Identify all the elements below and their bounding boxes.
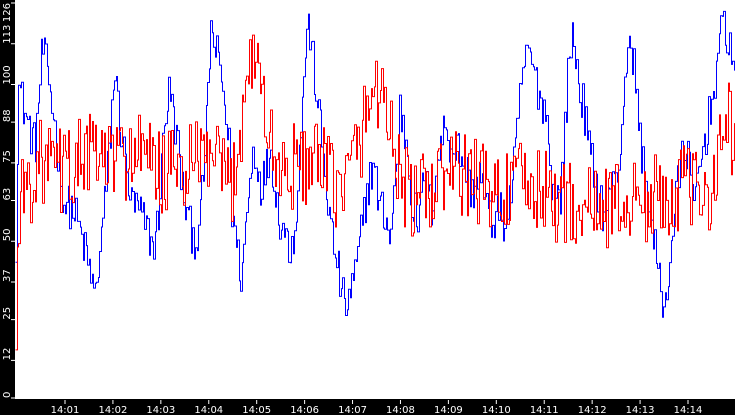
- x-tick-label: 14:05: [242, 405, 271, 415]
- x-tick-label: 14:07: [338, 405, 367, 415]
- x-tick-label: 14:06: [290, 405, 319, 415]
- series-line-red: [15, 34, 735, 351]
- x-tick-label: 14:11: [530, 405, 559, 415]
- x-tick-label: 14:14: [674, 405, 703, 415]
- y-tick-label: 25: [2, 307, 13, 320]
- x-tick-label: 14:02: [99, 405, 128, 415]
- x-tick-label: 14:01: [51, 405, 80, 415]
- x-tick-label: 14:03: [146, 405, 175, 415]
- x-tick-label: 14:04: [194, 405, 223, 415]
- y-tick-label: 100: [2, 65, 13, 84]
- y-tick-label: 37: [2, 269, 13, 282]
- y-tick-label: 113: [2, 25, 13, 44]
- y-tick-label: 50: [2, 229, 13, 242]
- x-tick-label: 14:10: [482, 405, 511, 415]
- y-tick-label: 0: [2, 392, 13, 398]
- y-tick-label: 126: [2, 3, 13, 22]
- y-tick-label: 63: [2, 188, 13, 201]
- y-tick-label: 75: [2, 150, 13, 163]
- y-axis: 0 12 25 37 50 63 75 88 100 113 126: [2, 2, 15, 399]
- x-tick-label: 14:08: [386, 405, 415, 415]
- x-axis: 14:01 14:02 14:03 14:04 14:05 14:06 14:07 14:08…: [51, 400, 703, 415]
- x-tick-label: 14:09: [434, 405, 463, 415]
- x-tick-label: 14:12: [578, 405, 607, 415]
- y-tick-label: 12: [2, 348, 13, 361]
- series-layer: [15, 10, 735, 351]
- x-tick-label: 14:13: [626, 405, 655, 415]
- y-tick-label: 88: [2, 109, 13, 122]
